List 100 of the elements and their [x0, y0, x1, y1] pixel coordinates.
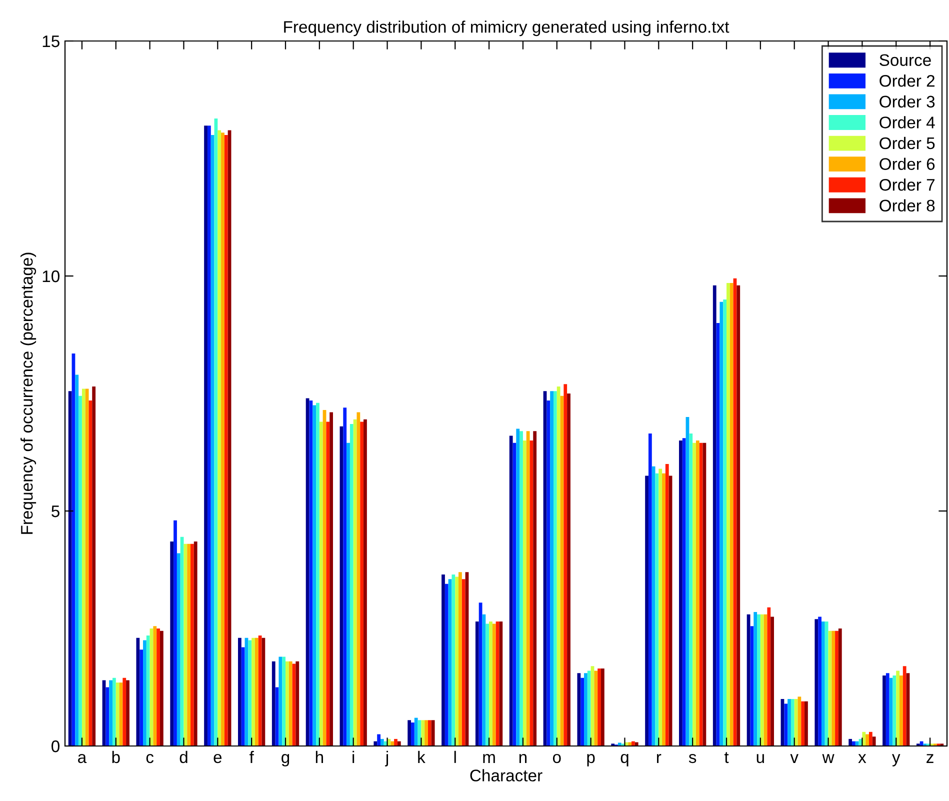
bar — [316, 402, 320, 746]
bar — [112, 678, 116, 746]
y-tick-label: 0 — [52, 740, 60, 752]
x-tick-label: q — [620, 754, 628, 766]
bar — [160, 630, 164, 746]
x-tick-label: l — [454, 750, 456, 763]
bar — [309, 400, 313, 746]
bar — [408, 720, 412, 746]
bar — [814, 619, 818, 746]
bar — [658, 468, 662, 746]
y-axis-title: Frequency of occurrence (percentage) — [20, 252, 36, 534]
x-tick-label: w — [822, 754, 834, 763]
bar — [689, 433, 693, 746]
bar — [556, 386, 560, 746]
bar — [326, 422, 330, 746]
bar — [136, 638, 140, 746]
bar — [522, 440, 526, 746]
bar — [824, 621, 828, 746]
bar — [628, 742, 632, 746]
bar — [288, 661, 292, 746]
bar — [207, 126, 211, 746]
x-axis-title: Character — [470, 769, 542, 782]
bar — [411, 722, 414, 746]
bar — [109, 680, 112, 746]
bar — [679, 440, 682, 746]
bar — [224, 135, 228, 746]
bar — [174, 520, 177, 746]
x-tick-label: e — [214, 754, 222, 764]
bar — [872, 736, 876, 746]
bar — [520, 431, 523, 746]
bar — [238, 638, 242, 746]
x-tick-label: v — [790, 754, 798, 763]
bar — [723, 300, 726, 746]
bar — [682, 438, 686, 746]
x-tick-label: m — [483, 754, 495, 763]
bar — [153, 626, 157, 746]
legend-label: Order 4 — [880, 116, 935, 128]
legend-label: Order 5 — [880, 136, 935, 150]
bar — [587, 670, 591, 746]
bar — [68, 391, 72, 746]
bar — [730, 283, 734, 746]
bar — [699, 442, 703, 746]
bar — [296, 661, 300, 746]
bar — [455, 576, 459, 746]
bar — [546, 400, 550, 746]
bar — [424, 720, 428, 746]
bar — [770, 616, 774, 746]
bar — [254, 638, 258, 746]
x-tick-label: b — [112, 750, 120, 764]
y-tick-label: 15 — [42, 36, 60, 48]
bar — [577, 673, 581, 746]
legend-label: Order 2 — [880, 74, 934, 87]
bar — [712, 285, 716, 746]
bar — [767, 607, 771, 746]
bar — [567, 394, 570, 746]
bar — [356, 412, 360, 746]
bar — [516, 428, 520, 746]
bar — [360, 422, 364, 746]
bar — [258, 636, 262, 746]
x-tick-label: k — [418, 750, 426, 763]
bar — [564, 384, 568, 746]
legend-label: Order 3 — [880, 95, 935, 108]
bar — [88, 400, 92, 746]
bar — [580, 678, 584, 746]
bar — [662, 473, 666, 746]
bar — [533, 431, 537, 746]
bar — [346, 442, 350, 746]
x-tick-label: j — [385, 750, 388, 766]
bar — [648, 433, 652, 746]
bar — [584, 673, 588, 746]
bar — [126, 680, 130, 746]
bar — [312, 405, 316, 746]
bar — [380, 738, 384, 746]
x-tick-label: h — [316, 750, 323, 763]
bar — [82, 388, 86, 746]
bar — [78, 396, 82, 746]
bar — [726, 283, 730, 746]
bar — [194, 542, 198, 746]
bar — [645, 476, 648, 746]
bar — [652, 466, 656, 746]
bar — [736, 285, 740, 746]
bar — [784, 704, 788, 746]
bar — [184, 544, 188, 746]
bar — [210, 135, 214, 746]
bar — [696, 440, 700, 746]
bar — [248, 640, 252, 746]
bar — [140, 650, 144, 746]
bar — [92, 386, 96, 746]
bar — [862, 732, 866, 746]
x-tick-label: n — [519, 754, 527, 763]
x-tick-label: i — [352, 750, 354, 763]
bar — [116, 682, 120, 746]
x-tick-label: f — [250, 750, 254, 763]
bar — [204, 126, 208, 746]
bar — [350, 424, 354, 746]
x-tick-label: p — [587, 754, 595, 766]
bar — [553, 391, 557, 746]
bar — [218, 130, 222, 746]
bar — [801, 701, 805, 746]
bar — [499, 621, 503, 746]
